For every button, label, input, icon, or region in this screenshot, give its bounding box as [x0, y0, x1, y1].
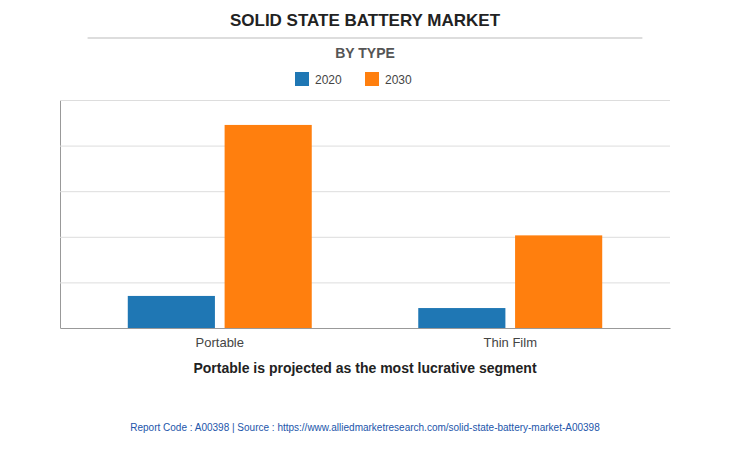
- caption: Portable is projected as the most lucrat…: [193, 360, 536, 376]
- y-tick: [60, 191, 670, 192]
- bar: [225, 125, 312, 328]
- grid-line: [60, 100, 670, 101]
- x-axis: Portable Thin Film: [61, 329, 671, 351]
- bar: [515, 235, 602, 328]
- grid-line: [60, 191, 670, 192]
- footer: Report Code : A00398 | Source : https://…: [130, 422, 600, 433]
- x-tick: Portable: [196, 335, 244, 350]
- bars: [128, 125, 602, 328]
- y-axis: [60, 101, 670, 329]
- chart: SOLID STATE BATTERY MARKET BY TYPE 2020 203…: [0, 0, 730, 453]
- y-tick: [60, 328, 670, 329]
- title-rule: [88, 38, 643, 39]
- grid-line: [60, 328, 670, 329]
- bar: [128, 296, 215, 328]
- legend-item: 2030: [365, 72, 412, 87]
- legend-item: 2020: [295, 72, 342, 87]
- legend-swatch: [295, 72, 309, 86]
- legend: 2020 2030: [295, 72, 412, 87]
- bar: [418, 308, 505, 328]
- plot-area: Portable Thin Film: [60, 101, 671, 351]
- legend-swatch: [365, 72, 379, 86]
- x-axis-line: [61, 328, 671, 329]
- x-tick-label: Portable: [196, 335, 244, 350]
- legend-label: 2030: [385, 73, 412, 87]
- legend-label: 2020: [315, 73, 342, 87]
- x-tick: Thin Film: [484, 335, 537, 350]
- grid-line: [60, 146, 670, 147]
- y-tick: [60, 100, 670, 101]
- x-tick-label: Thin Film: [484, 335, 537, 350]
- y-tick: [60, 146, 670, 147]
- title: SOLID STATE BATTERY MARKET: [230, 11, 501, 30]
- subtitle: BY TYPE: [335, 45, 395, 61]
- y-axis-line: [61, 101, 671, 329]
